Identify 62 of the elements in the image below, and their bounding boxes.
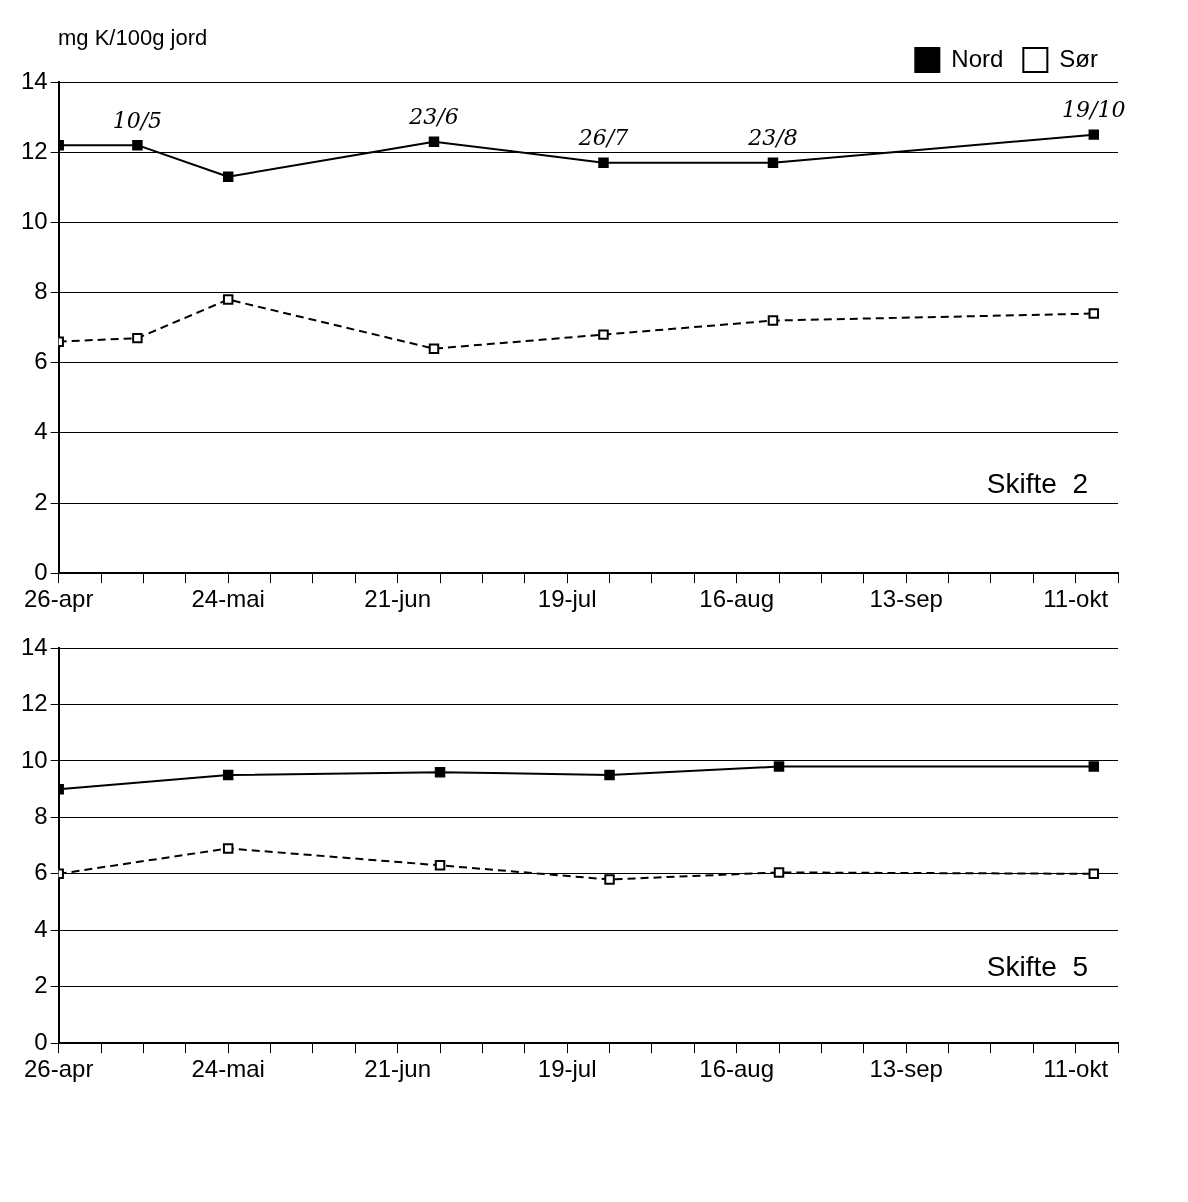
- x-tick-label: 16-aug: [699, 1055, 775, 1083]
- point: [604, 874, 615, 885]
- point: [222, 294, 234, 305]
- x-tick-label: 21-jun: [364, 1055, 432, 1083]
- y-tick-label: 8: [34, 277, 48, 305]
- point: [604, 769, 615, 781]
- annotation: 26/7: [577, 125, 629, 151]
- point: [773, 867, 785, 878]
- legend-label: Nord: [951, 44, 1004, 72]
- y-tick-label: 10: [20, 745, 48, 773]
- point: [132, 139, 143, 151]
- y-tick-label: 6: [34, 347, 48, 375]
- y-tick-label: 4: [34, 417, 48, 445]
- x-tick-label: 13-sep: [869, 1055, 943, 1083]
- legend-label: Sør: [1059, 44, 1099, 72]
- point: [773, 761, 785, 772]
- x-tick-label: 26-apr: [24, 585, 94, 613]
- point: [428, 343, 440, 354]
- annotation: 10/5: [112, 107, 163, 133]
- point: [598, 329, 609, 340]
- x-tick-label: 13-sep: [869, 585, 943, 613]
- x-tick-label: 24-mai: [191, 585, 265, 613]
- x-tick-label: 11-okt: [1043, 1055, 1109, 1083]
- x-tick-label: 24-mai: [191, 1055, 265, 1083]
- x-tick-label: 16-aug: [699, 585, 775, 613]
- y-tick-label: 12: [20, 136, 48, 164]
- y-tick-label: 6: [34, 858, 48, 886]
- x-tick-label: 21-jun: [364, 585, 432, 613]
- x-tick-label: 11-okt: [1043, 585, 1109, 613]
- point: [222, 843, 234, 854]
- annotation: Skifte 2: [986, 467, 1088, 499]
- y-tick-label: 0: [34, 557, 48, 585]
- point: [598, 157, 609, 168]
- point: [1088, 761, 1100, 772]
- point: [434, 860, 446, 871]
- point: [1088, 308, 1100, 319]
- y-tick-label: 8: [34, 802, 48, 829]
- y-tick-label: 2: [34, 487, 48, 515]
- annotation: 19/10: [1062, 97, 1126, 123]
- x-tick-label: 19-jul: [537, 585, 597, 613]
- annotation: 23/8: [747, 125, 798, 151]
- point: [434, 766, 446, 778]
- y-tick-label: 12: [20, 689, 48, 717]
- annotation: Skifte 5: [986, 951, 1088, 983]
- x-tick-label: 19-jul: [537, 1055, 597, 1083]
- y-tick-label: 0: [34, 1027, 48, 1055]
- y-tick-label: 10: [20, 206, 48, 234]
- y-tick-label: 14: [20, 66, 48, 94]
- y-tick-label: 2: [34, 971, 48, 999]
- point: [1088, 129, 1100, 140]
- x-tick-label: 26-apr: [24, 1055, 94, 1083]
- point: [132, 332, 143, 344]
- point: [428, 136, 440, 147]
- annotation: 23/6: [408, 104, 459, 130]
- y-tick-label: 4: [34, 914, 48, 942]
- point: [222, 769, 234, 781]
- point: [767, 315, 779, 326]
- y-tick-label: 14: [20, 632, 48, 660]
- point: [222, 171, 234, 182]
- point: [1088, 868, 1100, 880]
- point: [767, 157, 779, 168]
- y-axis-title: mg K/100g jord: [58, 25, 208, 51]
